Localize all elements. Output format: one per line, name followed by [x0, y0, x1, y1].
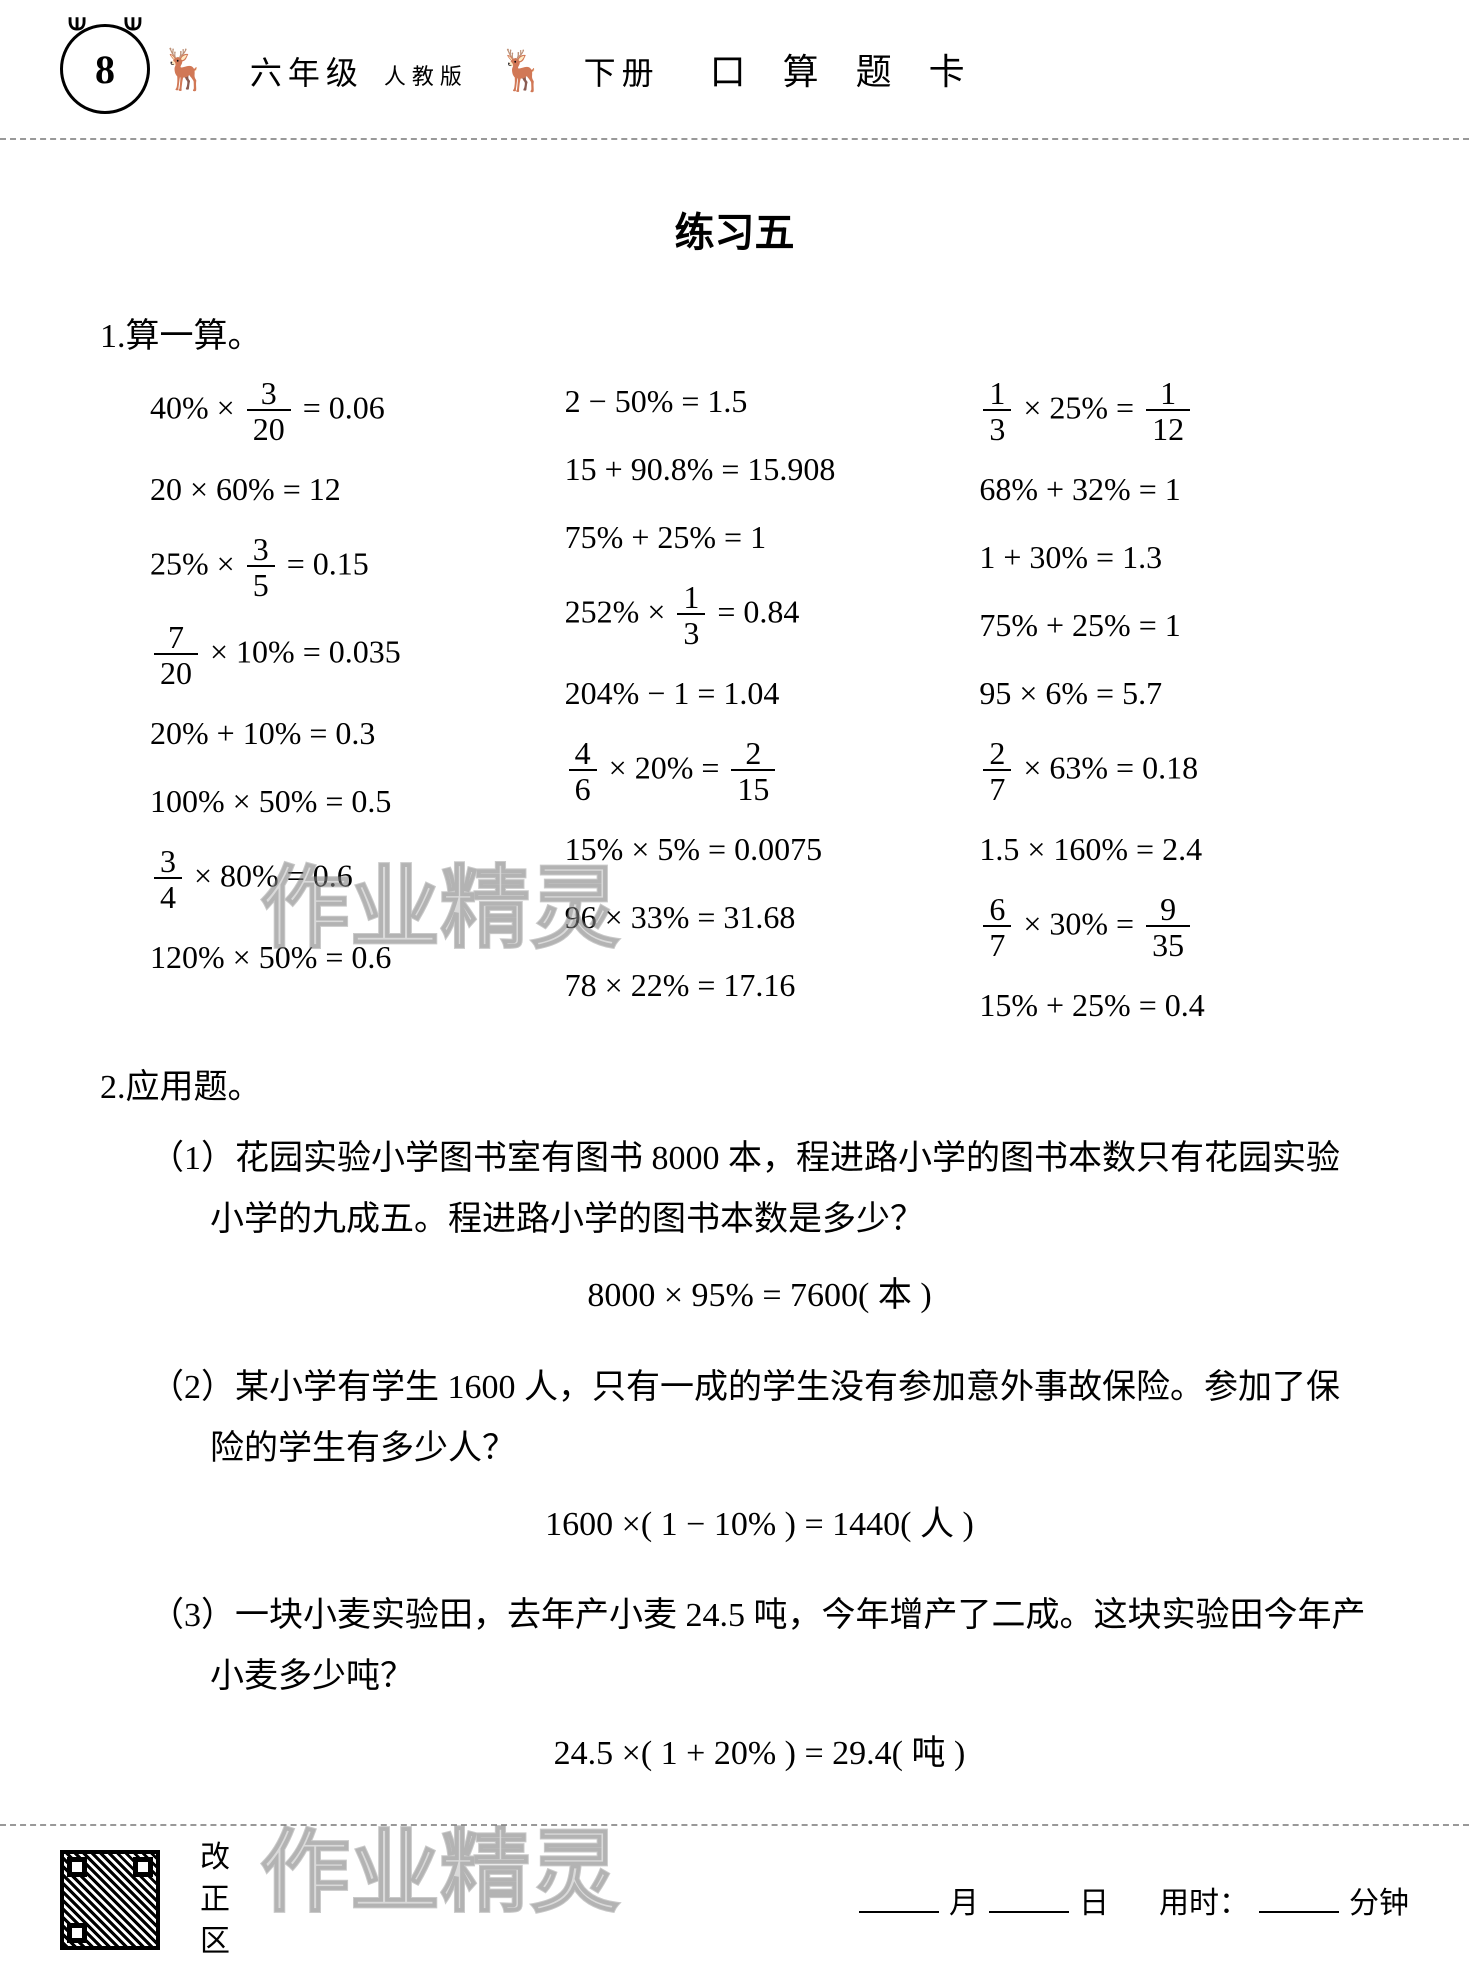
word-problems-container: （1）花园实验小学图书室有图书 8000 本，程进路小学的图书本数只有花园实验小…	[100, 1128, 1369, 1784]
section2-title: 2.应用题。	[100, 1059, 1369, 1108]
time-blank	[1259, 1883, 1339, 1913]
month-blank	[859, 1883, 939, 1913]
equation-item: 2 − 50% = 1.5	[565, 377, 955, 425]
antler-right-icon: ⟒	[124, 7, 142, 38]
grade-label: 六年级	[250, 48, 364, 94]
equation-item: 20% + 10% = 0.3	[150, 709, 540, 757]
page-content: 练习五 1.算一算。 40% × 320 = 0.06 20 × 60% = 12…	[0, 140, 1469, 1784]
equation-column-2: 2 − 50% = 1.5 15 + 90.8% = 15.908 75% + 25…	[565, 377, 955, 1029]
problem-answer: 8000 × 95% = 7600( 本 )	[150, 1265, 1369, 1326]
equation-item: 13 × 25% = 112	[979, 377, 1369, 445]
equation-item: 75% + 25% = 1	[565, 513, 955, 561]
equation-item: 68% + 32% = 1	[979, 465, 1369, 513]
equation-item: 1 + 30% = 1.3	[979, 533, 1369, 581]
page-number-badge: ⟒ ⟒ 8	[60, 24, 150, 114]
equation-item: 96 × 33% = 31.68	[565, 893, 955, 941]
equation-item: 120% × 50% = 0.6	[150, 933, 540, 981]
antler-left-icon: ⟒	[68, 7, 86, 38]
equation-item: 46 × 20% = 215	[565, 737, 955, 805]
equation-item: 34 × 80% = 0.6	[150, 845, 540, 913]
word-problem: （3）一块小麦实验田，去年产小麦 24.5 吨，今年增产了二成。这块实验田今年产…	[100, 1585, 1369, 1784]
equations-grid: 40% × 320 = 0.06 20 × 60% = 12 25% × 35 = …	[100, 377, 1369, 1029]
equation-item: 100% × 50% = 0.5	[150, 777, 540, 825]
book-title: 口 算 题 卡	[710, 43, 979, 95]
equation-item: 15 + 90.8% = 15.908	[565, 445, 955, 493]
equation-item: 20 × 60% = 12	[150, 465, 540, 513]
equation-column-1: 40% × 320 = 0.06 20 × 60% = 12 25% × 35 = …	[150, 377, 540, 1029]
equation-column-3: 13 × 25% = 112 68% + 32% = 1 1 + 30% = 1.3…	[979, 377, 1369, 1029]
page-header: ⟒ ⟒ 8 🦌 六年级 人教版 🦌 下册 口 算 题 卡	[0, 0, 1469, 140]
problem-answer: 1600 ×( 1 − 10% ) = 1440( 人 )	[150, 1494, 1369, 1555]
decoration-icon: 🦌	[160, 46, 210, 93]
equation-item: 95 × 6% = 5.7	[979, 669, 1369, 717]
day-blank	[989, 1883, 1069, 1913]
problem-text: （3）一块小麦实验田，去年产小麦 24.5 吨，今年增产了二成。这块实验田今年产…	[150, 1585, 1369, 1707]
equation-item: 67 × 30% = 935	[979, 893, 1369, 961]
footer-date-time: 月 日 用时： 分钟	[859, 1878, 1409, 1922]
correction-area-label: 改正区	[200, 1837, 230, 1963]
equation-item: 75% + 25% = 1	[979, 601, 1369, 649]
page-number: 8	[95, 46, 115, 93]
equation-item: 40% × 320 = 0.06	[150, 377, 540, 445]
qr-code-icon	[60, 1850, 160, 1950]
publisher-label: 人教版	[384, 59, 468, 91]
equation-item: 720 × 10% = 0.035	[150, 621, 540, 689]
problem-text: （1）花园实验小学图书室有图书 8000 本，程进路小学的图书本数只有花园实验小…	[150, 1128, 1369, 1250]
equation-item: 204% − 1 = 1.04	[565, 669, 955, 717]
time-label: 用时：	[1159, 1878, 1249, 1922]
problem-answer: 24.5 ×( 1 + 20% ) = 29.4( 吨 )	[150, 1723, 1369, 1784]
equation-item: 25% × 35 = 0.15	[150, 533, 540, 601]
page-footer: 改正区 月 日 用时： 分钟	[0, 1824, 1469, 1974]
word-problem: （1）花园实验小学图书室有图书 8000 本，程进路小学的图书本数只有花园实验小…	[100, 1128, 1369, 1327]
month-label: 月	[949, 1878, 979, 1922]
deer-icon: 🦌	[498, 47, 554, 94]
equation-item: 15% + 25% = 0.4	[979, 981, 1369, 1029]
equation-item: 1.5 × 160% = 2.4	[979, 825, 1369, 873]
day-label: 日	[1079, 1878, 1109, 1922]
equation-item: 78 × 22% = 17.16	[565, 961, 955, 1009]
problem-text: （2）某小学有学生 1600 人，只有一成的学生没有参加意外事故保险。参加了保险…	[150, 1357, 1369, 1479]
section1-title: 1.算一算。	[100, 308, 1369, 357]
equation-item: 252% × 13 = 0.84	[565, 581, 955, 649]
volume-label: 下册	[584, 48, 660, 94]
equation-item: 15% × 5% = 0.0075	[565, 825, 955, 873]
exercise-title: 练习五	[100, 200, 1369, 258]
header-text: 六年级 人教版 🦌 下册 口 算 题 卡	[250, 43, 979, 95]
word-problem: （2）某小学有学生 1600 人，只有一成的学生没有参加意外事故保险。参加了保险…	[100, 1357, 1369, 1556]
time-unit-label: 分钟	[1349, 1878, 1409, 1922]
equation-item: 27 × 63% = 0.18	[979, 737, 1369, 805]
